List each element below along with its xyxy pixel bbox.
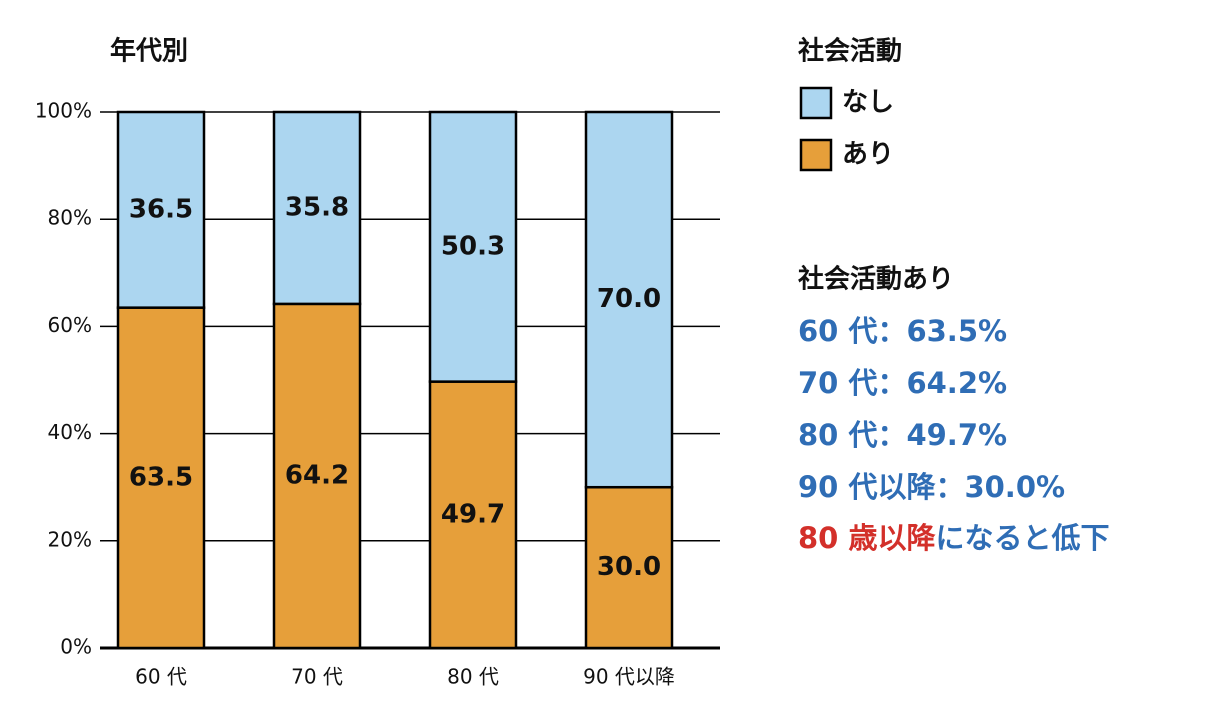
bar-segment (116, 110, 206, 309)
legend-label: なし (842, 88, 894, 118)
bar-segment (272, 110, 362, 306)
x-tick-label: 70 代 (291, 665, 343, 689)
bar-segment (272, 302, 362, 650)
y-tick-label: 60% (48, 313, 92, 337)
data-label: 30.0 (597, 552, 661, 582)
y-tick-label: 80% (48, 206, 92, 230)
legend-swatch (799, 86, 833, 120)
annotation: 60 代：63.5% (798, 314, 1007, 348)
y-tick-label: 0% (60, 635, 92, 659)
y-tick-label: 100% (35, 99, 92, 123)
data-label: 63.5 (129, 462, 193, 492)
annotation: 90 代以降：30.0% (798, 470, 1065, 504)
y-tick-label: 20% (48, 527, 92, 551)
data-label: 36.5 (129, 194, 193, 224)
bar-segment (428, 110, 518, 383)
x-tick-label: 80 代 (447, 665, 499, 689)
annotation: 80 代：49.7% (798, 418, 1007, 452)
annotation-title: 社会活動あり (798, 264, 954, 295)
bar-segment (428, 380, 518, 650)
data-label: 35.8 (285, 192, 349, 222)
bar-segment (116, 306, 206, 650)
data-label: 70.0 (597, 284, 661, 314)
legend-swatch (799, 138, 833, 172)
bar-segment (584, 485, 674, 650)
legend-label: あり (842, 140, 894, 170)
conclusion-part: 80 歳以降 (798, 521, 936, 555)
conclusion: 80 歳以降になると低下 (798, 521, 1109, 555)
chart-title: 年代別 (110, 36, 188, 67)
legend-title: 社会活動 (798, 36, 902, 67)
y-tick-label: 40% (48, 420, 92, 444)
data-label: 64.2 (285, 460, 349, 490)
data-label: 50.3 (441, 231, 505, 261)
x-tick-label: 90 代以降 (583, 665, 675, 689)
data-label: 49.7 (441, 499, 505, 529)
annotation: 70 代：64.2% (798, 366, 1007, 400)
bar-segment (584, 110, 674, 489)
x-tick-label: 60 代 (135, 665, 187, 689)
conclusion-part: になると低下 (935, 521, 1109, 555)
